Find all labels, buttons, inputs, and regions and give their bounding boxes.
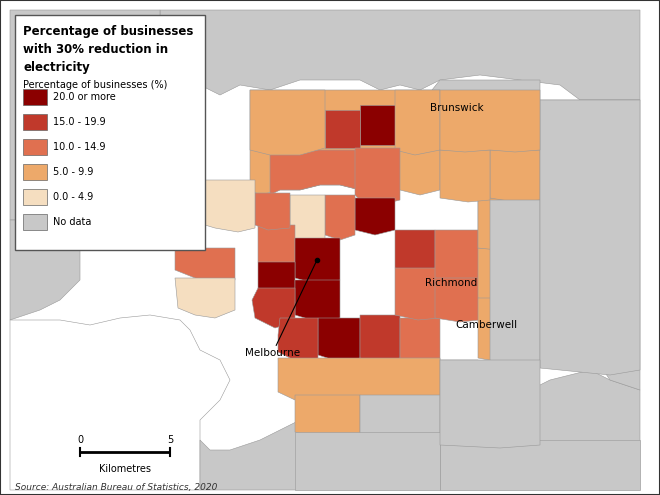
Polygon shape <box>425 80 540 180</box>
Text: 15.0 - 19.9: 15.0 - 19.9 <box>53 117 106 127</box>
Text: Source: Australian Bureau of Statistics, 2020: Source: Australian Bureau of Statistics,… <box>15 483 217 492</box>
Polygon shape <box>490 150 540 202</box>
Text: No data: No data <box>53 217 91 227</box>
Polygon shape <box>278 318 318 362</box>
Polygon shape <box>395 268 440 320</box>
Text: 20.0 or more: 20.0 or more <box>53 92 116 102</box>
Polygon shape <box>250 90 440 195</box>
Polygon shape <box>318 318 360 362</box>
Text: Percentage of businesses: Percentage of businesses <box>23 25 193 38</box>
Bar <box>23 114 47 130</box>
Polygon shape <box>278 358 440 408</box>
Text: with 30% reduction in: with 30% reduction in <box>23 43 168 56</box>
Polygon shape <box>540 100 640 375</box>
Polygon shape <box>175 248 235 282</box>
Bar <box>23 189 47 205</box>
Polygon shape <box>255 193 290 230</box>
Text: Kilometres: Kilometres <box>99 464 151 474</box>
Polygon shape <box>440 360 540 448</box>
Polygon shape <box>258 262 295 295</box>
Polygon shape <box>435 230 480 282</box>
Polygon shape <box>295 238 340 285</box>
Polygon shape <box>160 10 640 100</box>
Polygon shape <box>325 110 360 148</box>
Polygon shape <box>355 198 395 235</box>
Bar <box>23 214 47 230</box>
Polygon shape <box>295 395 360 440</box>
Polygon shape <box>200 400 400 490</box>
Polygon shape <box>440 360 478 405</box>
Polygon shape <box>10 315 230 490</box>
Polygon shape <box>440 440 640 490</box>
Polygon shape <box>400 318 440 365</box>
Polygon shape <box>250 90 325 155</box>
Bar <box>23 164 47 180</box>
Polygon shape <box>478 198 540 252</box>
Text: 5: 5 <box>167 435 173 445</box>
Polygon shape <box>540 100 640 390</box>
FancyBboxPatch shape <box>15 15 205 250</box>
Polygon shape <box>360 105 395 145</box>
Polygon shape <box>360 315 400 362</box>
Polygon shape <box>10 10 160 220</box>
Polygon shape <box>478 298 540 365</box>
Polygon shape <box>440 150 490 202</box>
Polygon shape <box>270 150 380 195</box>
Polygon shape <box>478 248 530 302</box>
Polygon shape <box>295 432 440 490</box>
Text: electricity: electricity <box>23 61 90 74</box>
Polygon shape <box>440 90 540 152</box>
Text: Richmond: Richmond <box>425 278 477 288</box>
Text: Percentage of businesses (%): Percentage of businesses (%) <box>23 80 168 90</box>
Text: Camberwell: Camberwell <box>455 320 517 330</box>
Text: 10.0 - 14.9: 10.0 - 14.9 <box>53 142 106 152</box>
Polygon shape <box>400 370 640 490</box>
Text: Melbourne: Melbourne <box>245 262 315 358</box>
Polygon shape <box>182 180 255 232</box>
Polygon shape <box>325 195 355 240</box>
Polygon shape <box>290 195 325 245</box>
Polygon shape <box>395 230 435 272</box>
Bar <box>23 139 47 155</box>
Polygon shape <box>395 90 440 155</box>
Polygon shape <box>175 278 235 318</box>
Text: 5.0 - 9.9: 5.0 - 9.9 <box>53 167 93 177</box>
Polygon shape <box>258 225 295 268</box>
Text: Brunswick: Brunswick <box>430 103 484 113</box>
Polygon shape <box>360 395 440 450</box>
Polygon shape <box>478 198 525 252</box>
Polygon shape <box>10 220 80 320</box>
Polygon shape <box>490 200 540 368</box>
Polygon shape <box>435 278 480 322</box>
Text: 0: 0 <box>77 435 83 445</box>
Bar <box>23 89 47 105</box>
Text: 0.0 - 4.9: 0.0 - 4.9 <box>53 192 93 202</box>
Polygon shape <box>252 288 295 328</box>
Polygon shape <box>355 148 400 205</box>
Polygon shape <box>295 280 340 322</box>
